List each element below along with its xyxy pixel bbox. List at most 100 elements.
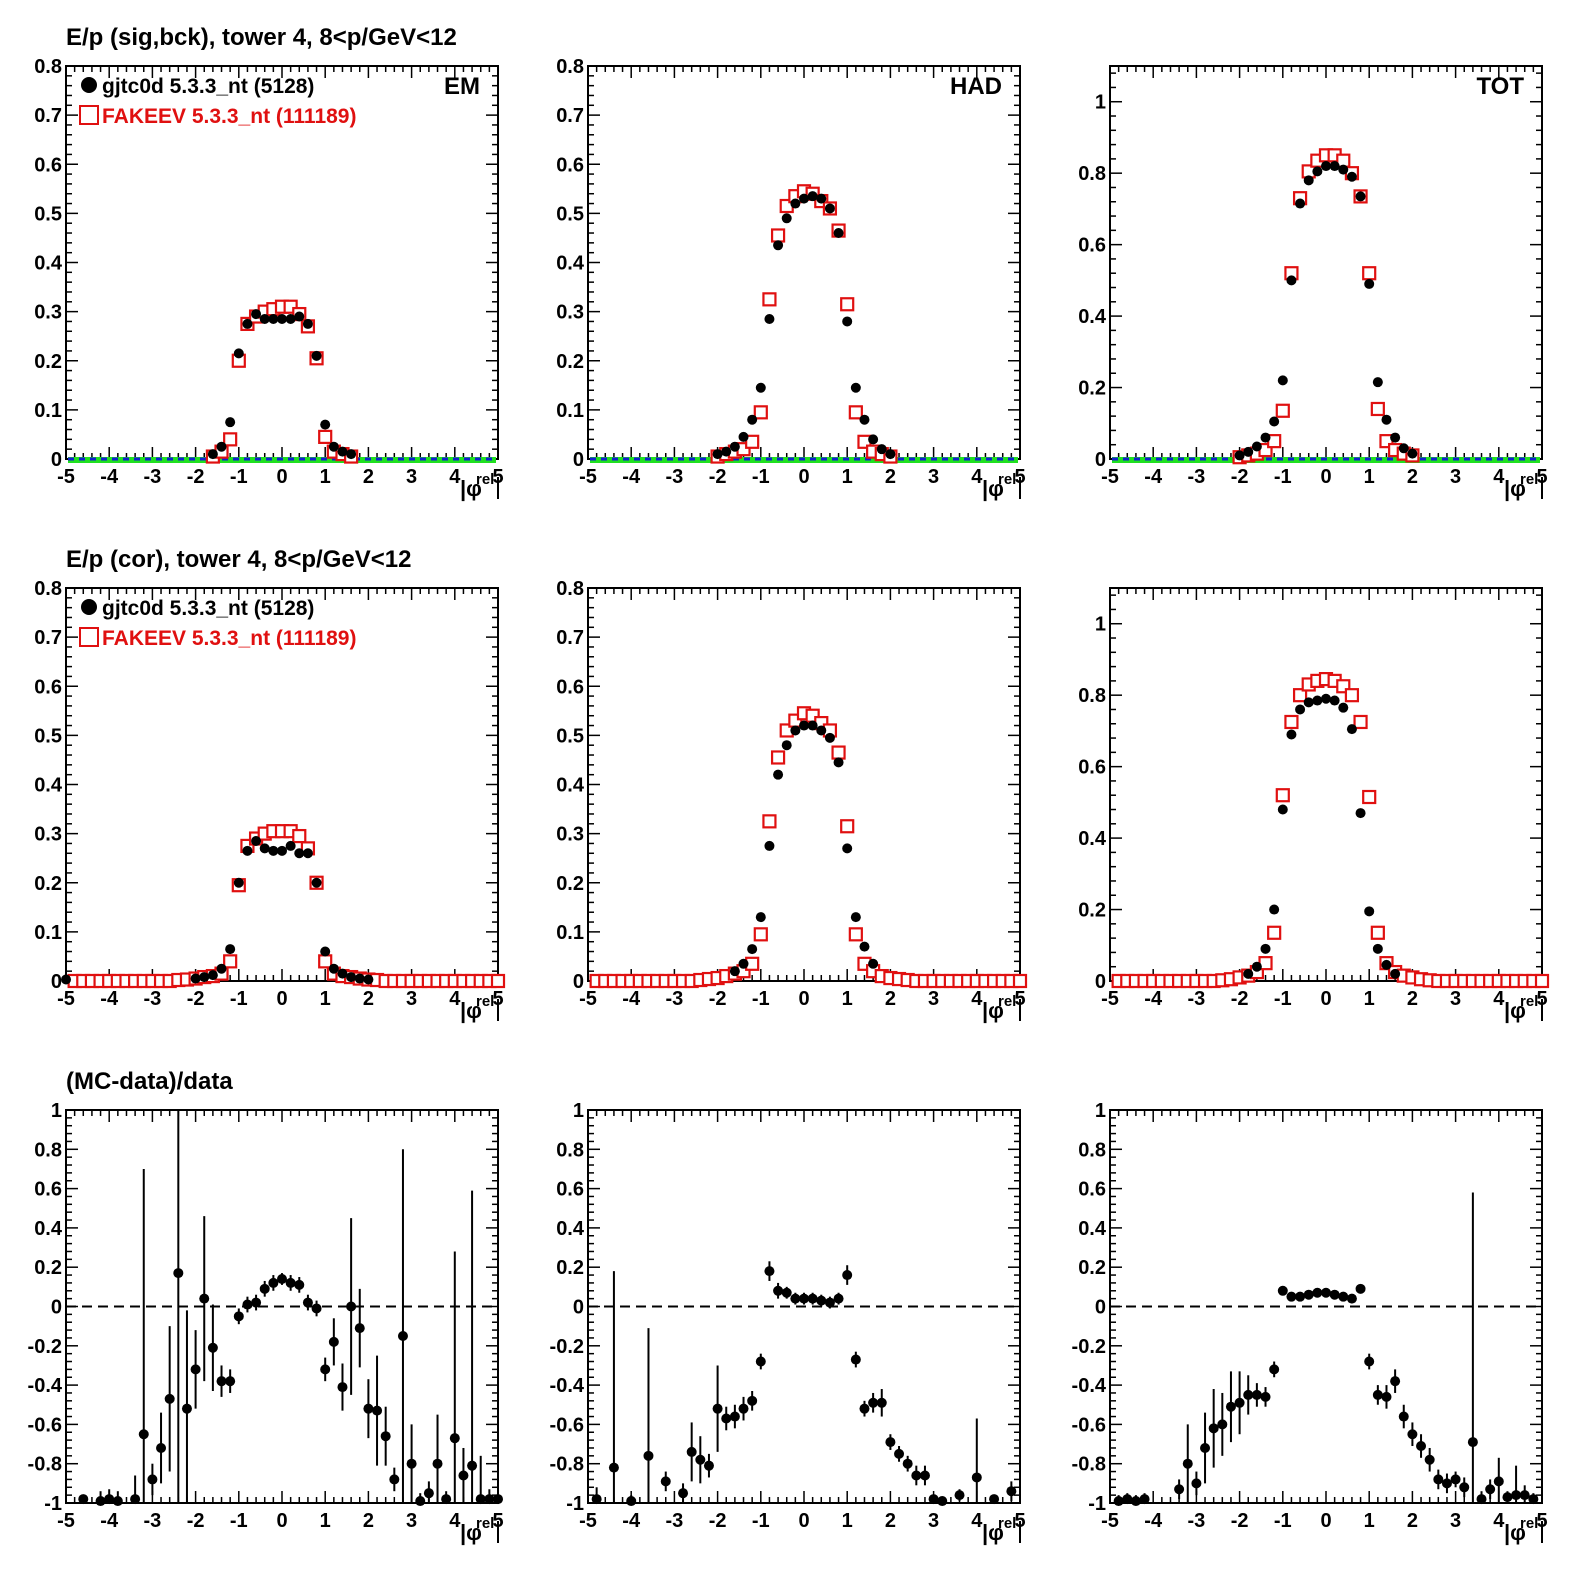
x-tick-label: -2 xyxy=(1231,1510,1249,1532)
y-tick-label: 0.2 xyxy=(556,873,584,895)
x-tick-label: 2 xyxy=(885,988,896,1010)
data-point xyxy=(337,1382,348,1393)
data-point xyxy=(1355,191,1366,202)
x-tick-label: 4 xyxy=(449,988,461,1010)
data-point xyxy=(1338,1291,1349,1302)
data-point xyxy=(1312,1287,1323,1298)
x-tick-label: 1 xyxy=(320,1510,331,1532)
x-tick-label: -4 xyxy=(622,466,641,488)
y-tick-label: 0.2 xyxy=(34,873,62,895)
data-point xyxy=(1312,695,1323,706)
data-point xyxy=(1459,1482,1470,1493)
y-tick-label: 0 xyxy=(1095,449,1106,471)
x-tick-label: -1 xyxy=(1274,1510,1292,1532)
mc-point xyxy=(848,927,863,942)
x-tick-label: 1 xyxy=(1364,466,1375,488)
y-tick-label: 0.8 xyxy=(556,56,584,78)
x-tick-label: 4 xyxy=(1493,1510,1505,1532)
legend-entry-mc: FAKEEV 5.3.3_nt (111189) xyxy=(102,105,356,128)
data-point xyxy=(1372,943,1383,954)
y-tick-label: 0.2 xyxy=(34,351,62,373)
y-tick-label: 0.6 xyxy=(34,676,62,698)
y-tick-label: 0.2 xyxy=(34,1257,62,1279)
data-point xyxy=(1502,1492,1513,1503)
y-tick-label: 0.8 xyxy=(34,56,62,78)
x-axis-label: |φ xyxy=(982,998,1004,1023)
data-point xyxy=(850,1354,861,1365)
data-point xyxy=(678,1488,689,1499)
x-tick-label: -3 xyxy=(1188,466,1206,488)
data-point xyxy=(346,972,357,983)
data-point xyxy=(781,213,792,224)
data-point xyxy=(199,972,210,983)
x-tick-label: 1 xyxy=(1364,1510,1375,1532)
y-tick-label: 0.7 xyxy=(34,105,62,127)
data-point xyxy=(807,191,818,202)
data-point xyxy=(225,944,236,955)
data-point xyxy=(1485,1484,1496,1495)
x-tick-label: -5 xyxy=(57,466,75,488)
data-point xyxy=(147,1474,158,1485)
data-point xyxy=(1416,1441,1427,1452)
x-tick-label: -4 xyxy=(622,1510,641,1532)
data-point xyxy=(850,382,861,393)
row-title-ratio: (MC-data)/data xyxy=(66,1068,233,1095)
data-point xyxy=(937,1496,948,1507)
data-point xyxy=(337,968,348,979)
mc-point xyxy=(1284,714,1299,730)
data-point xyxy=(1407,448,1418,459)
y-tick-label: 0.3 xyxy=(34,302,62,324)
data-point xyxy=(268,313,279,324)
x-axis-label: |φ xyxy=(982,476,1004,501)
data-point xyxy=(190,973,201,984)
data-point xyxy=(807,1293,818,1304)
mc-point xyxy=(1362,789,1377,805)
y-tick-label: -0.2 xyxy=(28,1336,62,1358)
data-point xyxy=(251,835,262,846)
data-point xyxy=(277,313,287,324)
data-point xyxy=(816,725,827,736)
x-tick-label: 1 xyxy=(320,466,331,488)
data-point xyxy=(484,1494,495,1505)
panel-label-had: HAD xyxy=(950,73,1002,100)
y-tick-label: 0.4 xyxy=(34,775,63,797)
data-point xyxy=(1251,961,1262,972)
y-tick-label: -1 xyxy=(1088,1493,1106,1515)
y-tick-label: 0.6 xyxy=(34,1179,62,1201)
data-point xyxy=(712,449,723,460)
mc-point xyxy=(1370,401,1385,417)
mc-point xyxy=(1344,688,1360,703)
data-point xyxy=(764,313,775,324)
data-point xyxy=(1191,1478,1202,1489)
data-point xyxy=(1277,804,1288,815)
data-point xyxy=(156,1442,167,1453)
legend-middle: gjtc0d 5.3.3_nt (5128) FAKEEV 5.3.3_nt (… xyxy=(79,597,356,650)
panel-label-em: EM xyxy=(444,73,480,100)
panel-9: -5-4-3-2-1012345-1-0.8-0.6-0.4-0.200.20.… xyxy=(1072,1100,1548,1545)
data-point xyxy=(1286,729,1297,740)
data-point xyxy=(311,1303,322,1314)
x-axis-label-sup: rel xyxy=(998,1515,1016,1532)
x-axis-label-sup: rel xyxy=(1520,471,1538,488)
x-axis-label: |φ xyxy=(460,1520,482,1545)
y-tick-label: 0.5 xyxy=(34,203,62,225)
x-tick-label: 0 xyxy=(798,466,809,488)
data-point xyxy=(320,946,331,957)
x-tick-label: 4 xyxy=(1493,466,1505,488)
x-tick-label: 1 xyxy=(1364,988,1375,1010)
data-point xyxy=(302,848,313,859)
data-point xyxy=(1390,432,1401,443)
data-point xyxy=(363,974,374,985)
y-tick-label: -0.4 xyxy=(1072,1375,1107,1397)
y-tick-label: -0.8 xyxy=(1072,1454,1106,1476)
x-tick-label: -4 xyxy=(622,988,641,1010)
y-tick-label: 0.4 xyxy=(556,1218,585,1240)
data-point xyxy=(173,1268,184,1279)
data-point xyxy=(1113,1496,1124,1507)
data-point xyxy=(328,1336,339,1347)
y-tick-label: 0 xyxy=(573,1297,584,1319)
x-tick-label: -3 xyxy=(666,988,684,1010)
y-tick-label: -0.2 xyxy=(550,1336,584,1358)
legend-marker-mc xyxy=(79,105,99,125)
